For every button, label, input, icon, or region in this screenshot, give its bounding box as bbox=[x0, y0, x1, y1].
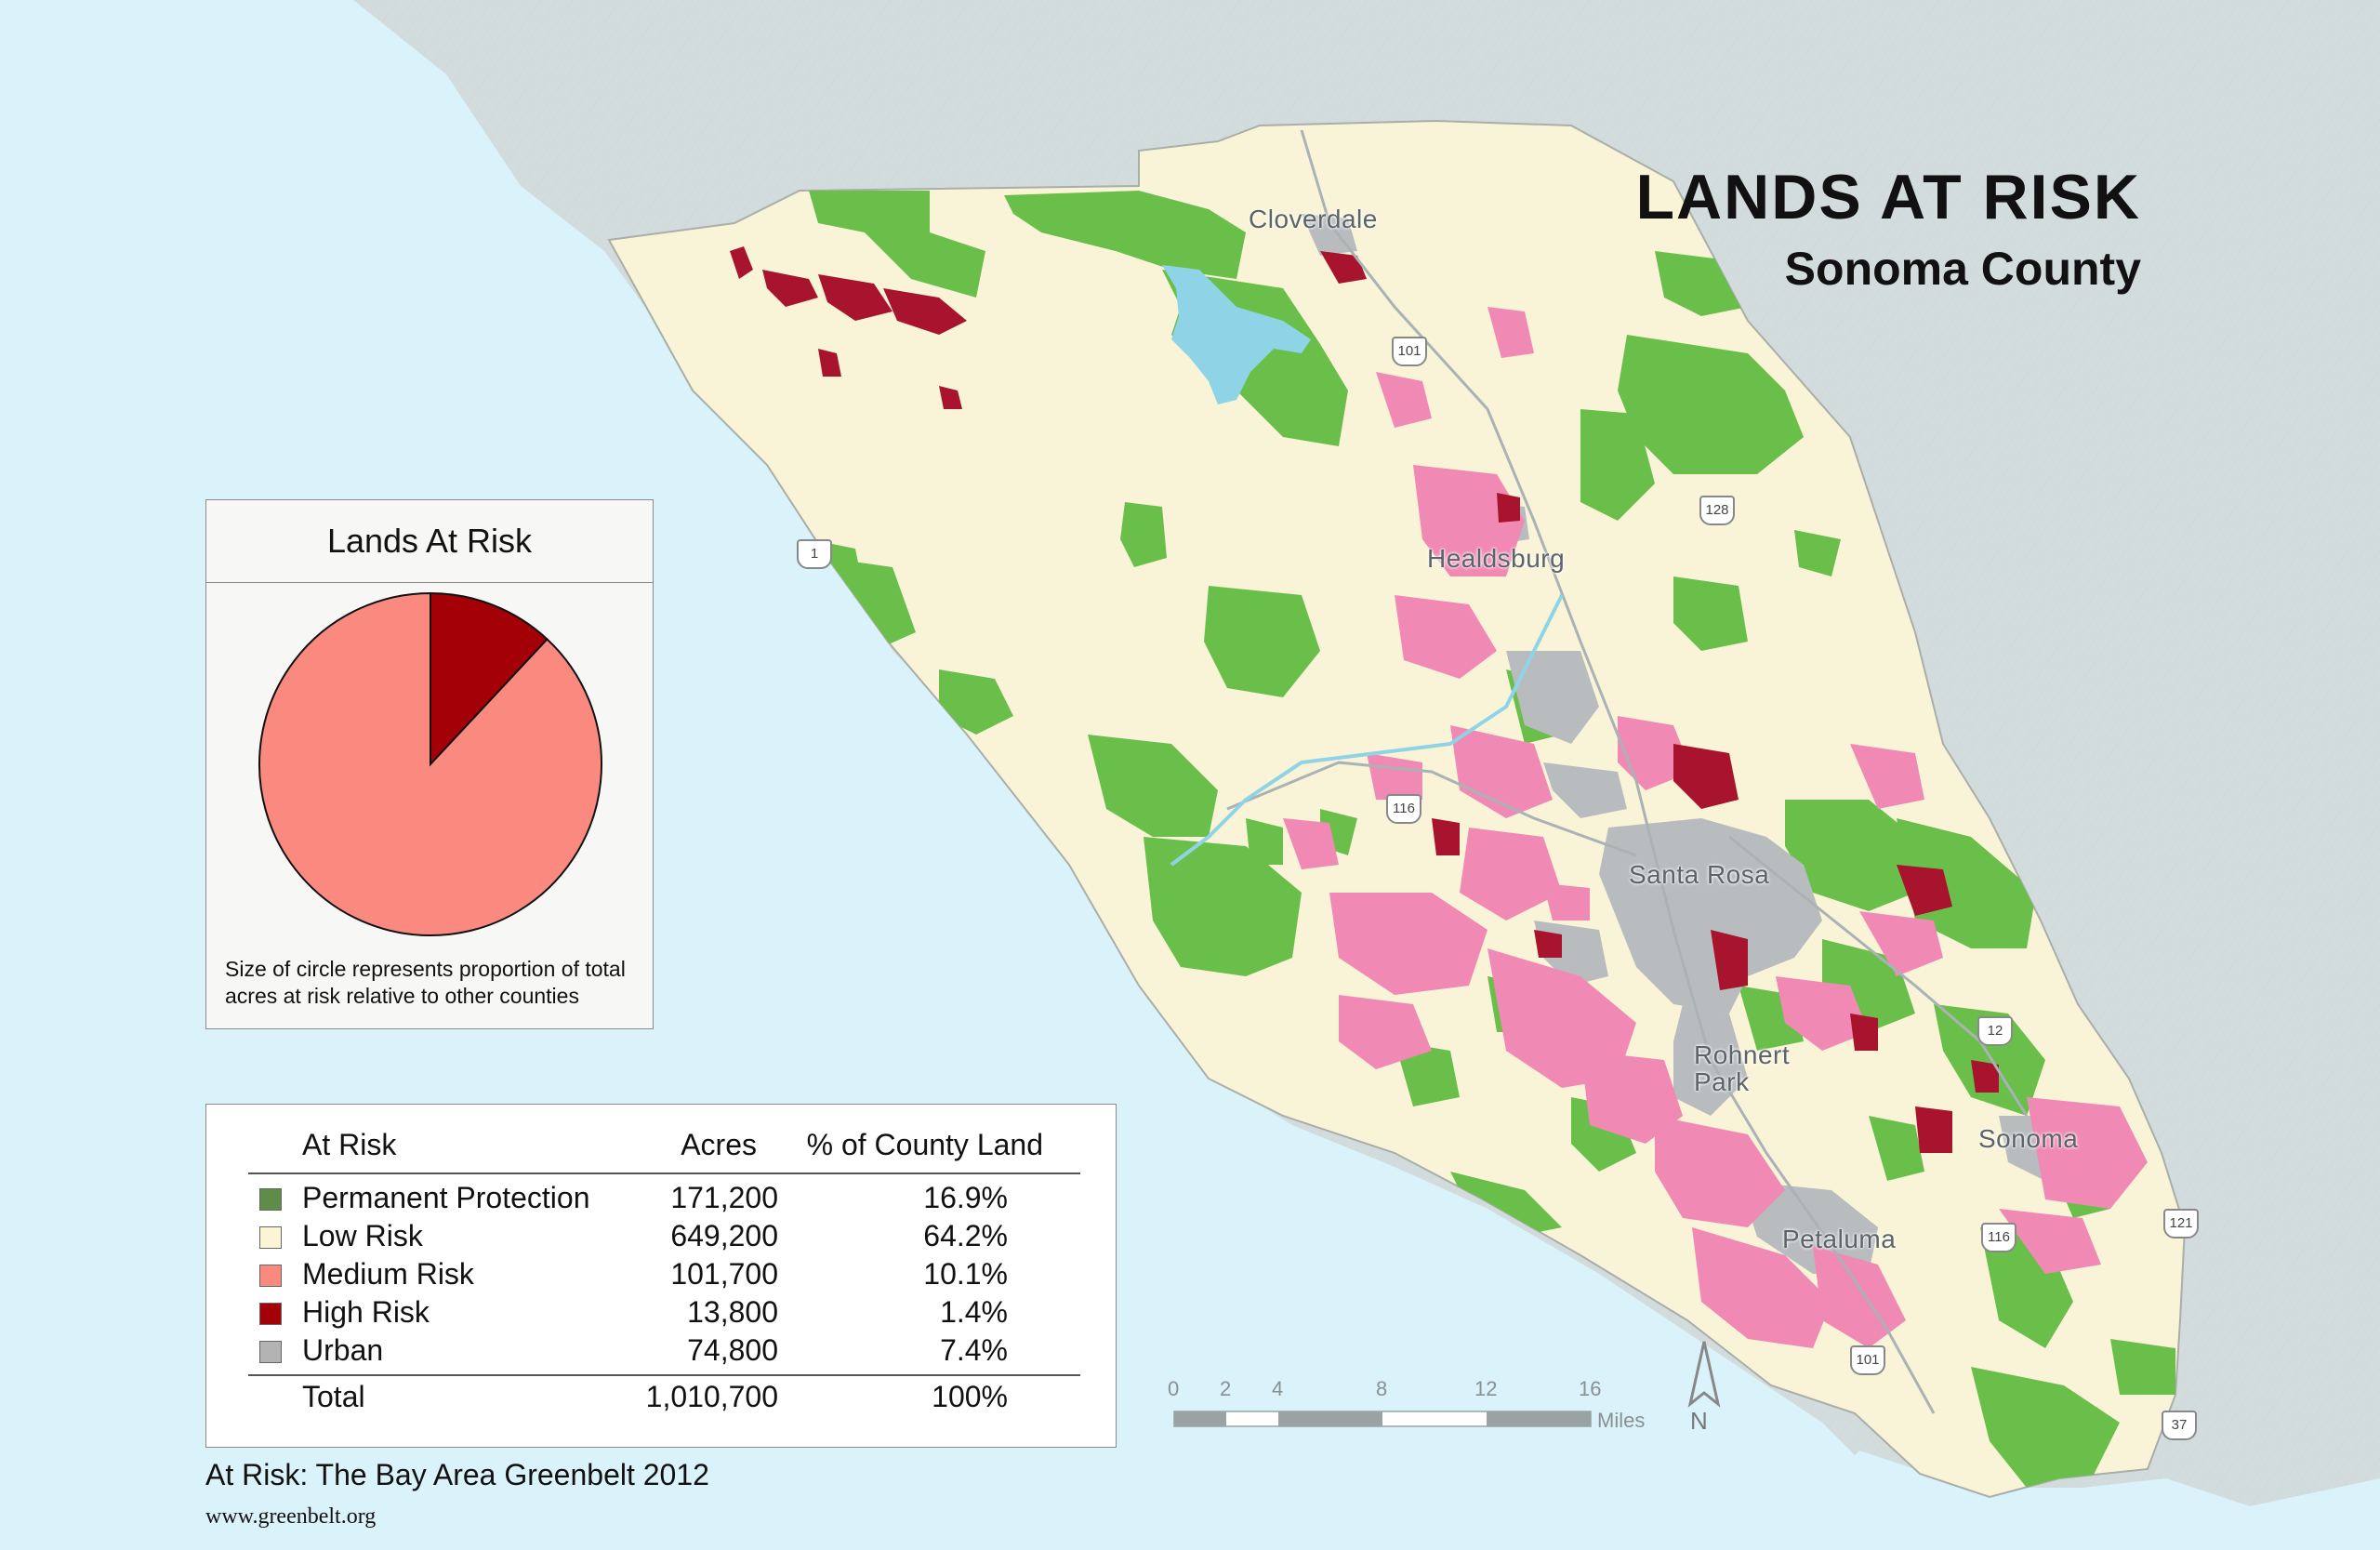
city-label-sonoma: Sonoma bbox=[1978, 1124, 2079, 1153]
legend-row-acres: 74,800 bbox=[687, 1333, 778, 1367]
highway-shield-101-south: 101 bbox=[1850, 1345, 1885, 1375]
pie-slice-high-risk bbox=[430, 591, 549, 767]
map-title: LANDS AT RISK bbox=[1635, 162, 2141, 232]
legend-total-percent: 100% bbox=[932, 1380, 1008, 1413]
city-label-healdsburg: Healdsburg bbox=[1427, 544, 1566, 573]
legend-row-acres: 171,200 bbox=[670, 1181, 778, 1214]
pie-slice-medium-risk bbox=[258, 591, 602, 936]
legend-total-acres: 1,010,700 bbox=[645, 1380, 778, 1413]
highway-shield-121: 121 bbox=[2163, 1209, 2199, 1239]
highway-shield-37: 37 bbox=[2162, 1411, 2197, 1440]
scale-tick-label: 2 bbox=[1220, 1377, 1232, 1400]
russian-river bbox=[1170, 594, 1564, 867]
legend-row-name: Medium Risk bbox=[302, 1257, 474, 1291]
highway-shield-101: 101 bbox=[1392, 337, 1427, 366]
pie-chart-panel: Lands At Risk Size of circle represents … bbox=[205, 499, 654, 1029]
highway-116 bbox=[1226, 761, 1637, 857]
legend-row: Permanent Protection 171,200 16.9% bbox=[248, 1181, 1080, 1218]
city-label-petaluma: Petaluma bbox=[1782, 1225, 1897, 1253]
legend-total-row: Total 1,010,700 100% bbox=[248, 1380, 1080, 1417]
legend-swatch-low-risk bbox=[259, 1226, 282, 1249]
highway-shield-116-south: 116 bbox=[1981, 1223, 2016, 1252]
legend-swatch-permanent-protection bbox=[259, 1188, 282, 1211]
scale-bar bbox=[1173, 1411, 1592, 1427]
scale-tick-label: 16 bbox=[1579, 1377, 1602, 1400]
legend-row-percent: 64.2% bbox=[923, 1219, 1008, 1252]
legend-swatch-high-risk bbox=[259, 1303, 282, 1325]
highway-shield-128: 128 bbox=[1699, 496, 1735, 525]
lake-sonoma bbox=[1162, 265, 1311, 404]
scale-unit-label: Miles bbox=[1597, 1409, 1646, 1432]
legend-header-percent: % of County Land bbox=[806, 1128, 1043, 1161]
legend-row-percent: 10.1% bbox=[923, 1257, 1008, 1291]
legend-header-rule bbox=[248, 1172, 1080, 1174]
north-arrow-icon bbox=[1687, 1341, 1721, 1408]
legend-header-at-risk: At Risk bbox=[302, 1128, 397, 1161]
legend-header-acres: Acres bbox=[681, 1128, 757, 1161]
pie-chart bbox=[258, 591, 602, 936]
highway-12 bbox=[1728, 835, 2029, 1117]
scale-tick-label: 8 bbox=[1376, 1377, 1388, 1400]
san-pablo-bay bbox=[1766, 1451, 2380, 1550]
highway-shield-1: 1 bbox=[797, 539, 832, 569]
legend-row-percent: 7.4% bbox=[940, 1333, 1008, 1367]
legend-row-acres: 649,200 bbox=[670, 1219, 778, 1252]
legend-row: Urban 74,800 7.4% bbox=[248, 1333, 1080, 1371]
high-risk-areas bbox=[730, 246, 1999, 1153]
legend-swatch-medium-risk bbox=[259, 1265, 282, 1287]
legend-row-name: High Risk bbox=[302, 1295, 430, 1329]
legend-swatch-urban bbox=[259, 1341, 282, 1363]
legend-row-acres: 13,800 bbox=[687, 1295, 778, 1329]
scale-tick-label: 0 bbox=[1168, 1377, 1180, 1400]
pie-chart-caption: Size of circle represents proportion of … bbox=[225, 957, 626, 1008]
city-label-rohnert-park: Rohnert Park bbox=[1694, 1040, 1791, 1097]
legend-total-name: Total bbox=[302, 1380, 365, 1413]
north-label: N bbox=[1690, 1407, 1708, 1435]
map-subtitle: Sonoma County bbox=[1784, 243, 2141, 295]
map-title-block: LANDS AT RISK Sonoma County bbox=[1635, 166, 2141, 292]
pie-chart-heading: Lands At Risk bbox=[206, 500, 653, 583]
legend-row: High Risk 13,800 1.4% bbox=[248, 1295, 1080, 1332]
highway-101 bbox=[1300, 129, 1936, 1414]
legend-row: Low Risk 649,200 64.2% bbox=[248, 1219, 1080, 1256]
legend-row-name: Urban bbox=[302, 1333, 384, 1367]
legend-row-percent: 16.9% bbox=[923, 1181, 1008, 1214]
source-credit: At Risk: The Bay Area Greenbelt 2012 bbox=[205, 1458, 709, 1491]
source-url[interactable]: www.greenbelt.org bbox=[205, 1504, 377, 1529]
scale-tick-label: 12 bbox=[1474, 1377, 1498, 1400]
legend-row-percent: 1.4% bbox=[940, 1295, 1008, 1329]
legend-row-name: Permanent Protection bbox=[302, 1181, 590, 1214]
legend-row: Medium Risk 101,700 10.1% bbox=[248, 1257, 1080, 1294]
highway-shield-12: 12 bbox=[1977, 1016, 2013, 1046]
scale-tick-label: 4 bbox=[1272, 1377, 1284, 1400]
legend-table: At Risk Acres % of County Land Permanent… bbox=[205, 1104, 1117, 1448]
medium-risk-areas bbox=[1283, 307, 2148, 1348]
highway-shield-116: 116 bbox=[1386, 794, 1421, 824]
city-label-santa-rosa: Santa Rosa bbox=[1629, 860, 1770, 889]
legend-row-acres: 101,700 bbox=[670, 1257, 778, 1291]
city-label-cloverdale: Cloverdale bbox=[1249, 205, 1378, 233]
legend-total-rule bbox=[248, 1374, 1080, 1376]
legend-row-name: Low Risk bbox=[302, 1219, 423, 1252]
